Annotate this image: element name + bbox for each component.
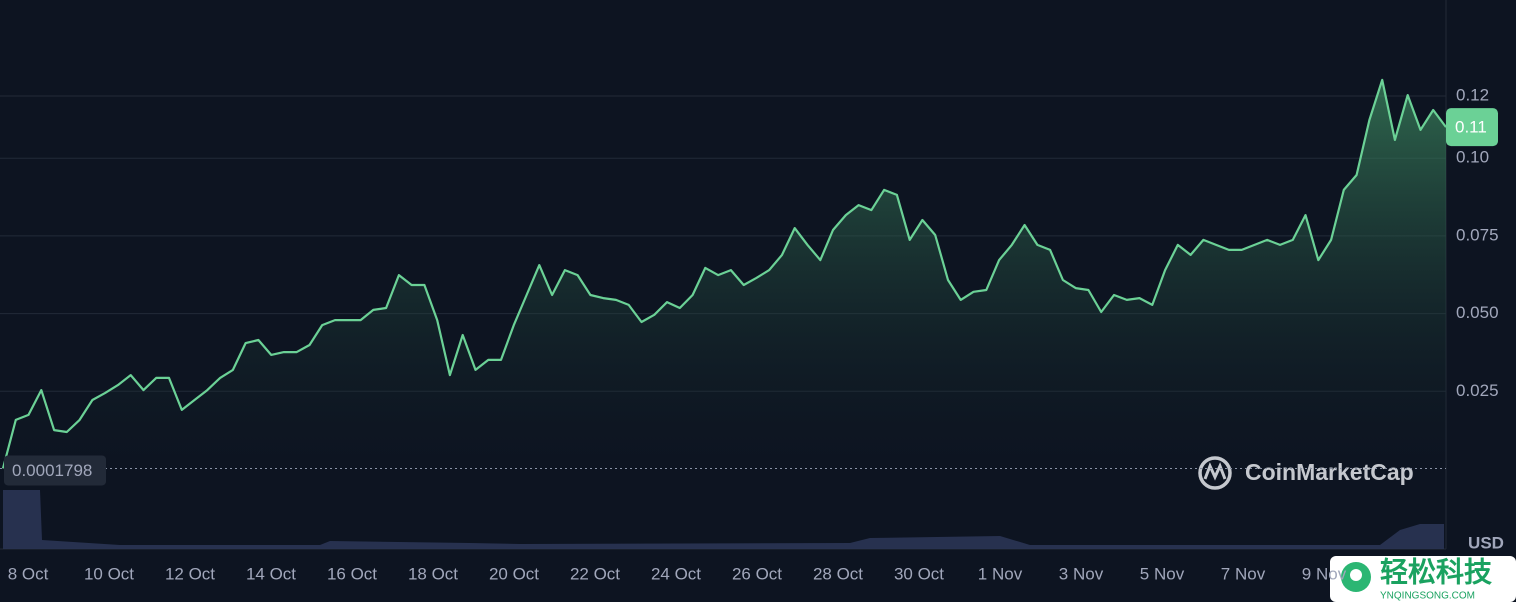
site: YNQINGSONG.COM (1380, 591, 1475, 602)
x-tick-label: 9 Nov (1302, 564, 1347, 583)
current-price-badge (1446, 108, 1498, 147)
x-tick-label: 10 Oct (84, 564, 134, 583)
start-price-label: 0.0001798 (12, 461, 92, 480)
x-tick-label: 28 Oct (813, 564, 863, 583)
x-tick-label: 3 Nov (1059, 564, 1104, 583)
watermark-logo (1198, 456, 1232, 490)
y-tick-label: 0.10 (1456, 148, 1489, 167)
x-tick-label: 20 Oct (489, 564, 539, 583)
x-tick-label: 5 Nov (1140, 564, 1185, 583)
watermark: CoinMarketCap (1245, 459, 1414, 485)
x-tick-label: 22 Oct (570, 564, 620, 583)
x-tick-label: 24 Oct (651, 564, 701, 583)
price-line (1, 78, 1447, 469)
x-tick-label: 16 Oct (327, 564, 377, 583)
y-tick-label: 0.050 (1456, 303, 1499, 322)
site-watermark: 轻松科技 YNQINGSONG.COM (1330, 556, 1516, 602)
y-tick-label: 0.075 (1456, 225, 1499, 244)
area (3, 79, 1446, 470)
start-price-box (4, 455, 106, 486)
x-tick-label: 18 Oct (408, 564, 458, 583)
x-tick-label: 14 Oct (246, 564, 296, 583)
y-tick-label: 0.025 (1456, 381, 1499, 400)
current-price-label: 0.11 (1455, 118, 1487, 137)
x-tick-label: 12 Oct (165, 564, 215, 583)
x-tick-label: 30 Oct (894, 564, 944, 583)
x-tick-label: 26 Oct (732, 564, 782, 583)
x-tick-label: 8 Oct (8, 564, 49, 583)
y-tick-label: 0.12 (1456, 86, 1489, 105)
brand: 轻松科技 (1380, 556, 1492, 587)
x-tick-label: 7 Nov (1221, 564, 1266, 583)
currency: USD (1468, 533, 1504, 552)
x-tick-label: 1 Nov (978, 564, 1023, 583)
